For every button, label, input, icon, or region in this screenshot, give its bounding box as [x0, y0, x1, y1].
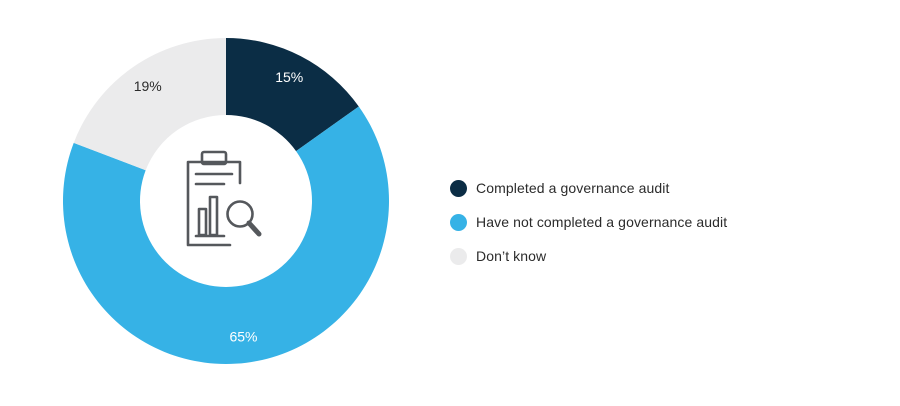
legend-swatch-completed: [450, 179, 467, 197]
legend-swatch-dont-know: [450, 247, 467, 265]
legend-item-completed: Completed a governance audit: [450, 178, 727, 198]
legend-item-not-completed: Have not completed a governance audit: [450, 212, 727, 232]
slice-label-dont-know: 19%: [134, 78, 162, 94]
legend-label-completed: Completed a governance audit: [476, 180, 670, 196]
slice-label-completed: 15%: [275, 69, 303, 85]
legend: Completed a governance audit Have not co…: [450, 178, 727, 266]
donut-slice-dont-know: [73, 38, 226, 171]
donut-slice-completed: [226, 38, 359, 152]
donut-slices: [63, 38, 390, 365]
legend-swatch-not-completed: [450, 213, 467, 231]
legend-label-dont-know: Don’t know: [476, 248, 547, 264]
slice-label-not-completed: 65%: [229, 329, 257, 345]
legend-label-not-completed: Have not completed a governance audit: [476, 214, 728, 230]
legend-item-dont-know: Don’t know: [450, 246, 727, 266]
donut-slice-not-completed: [63, 106, 390, 365]
clipboard-chart-magnifier-icon: [186, 150, 262, 247]
donut-slice-labels: 15% 65% 19%: [134, 69, 304, 345]
